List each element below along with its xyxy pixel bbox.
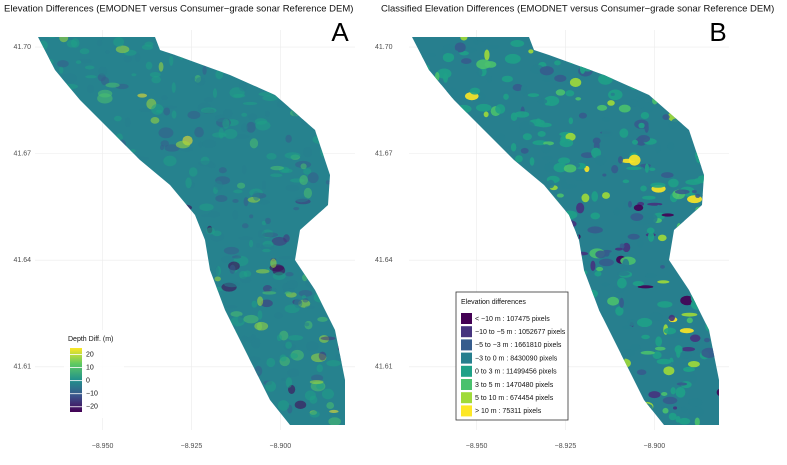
legend-label: −3 to 0 m : 8430090 pixels [475, 355, 558, 362]
panel-title: Classified Elevation Differences (EMODNE… [381, 4, 774, 15]
colorbar-label: 0 [86, 377, 90, 384]
legend-swatch [461, 339, 472, 351]
colorbar-label: −20 [86, 404, 98, 411]
x-tick-label: −8.950 [466, 443, 488, 450]
y-tick-label: 41.70 [375, 44, 393, 51]
x-tick-label: −8.900 [270, 443, 292, 450]
legend-swatch [461, 379, 472, 390]
panel-letter: A [331, 17, 349, 47]
legend-swatch [461, 365, 472, 377]
x-tick-label: −8.900 [644, 443, 666, 450]
x-tick-label: −8.925 [181, 443, 203, 450]
y-tick-label: 41.70 [13, 44, 31, 51]
legend-swatch [461, 313, 472, 324]
panel-b: Classified Elevation Differences (EMODNE… [375, 4, 774, 450]
legend-label: 3 to 5 m : 1470480 pixels [475, 382, 554, 389]
legend-label: < −10 m : 107475 pixels [475, 316, 550, 323]
colorbar-label: 10 [86, 364, 94, 371]
panel-title: Elevation Differences (EMODNET versus Co… [4, 4, 353, 15]
legend-swatch [461, 326, 472, 338]
colorbar [70, 348, 82, 412]
legend-label: −5 to −3 m : 1661810 pixels [475, 342, 562, 349]
y-tick-label: 41.61 [13, 364, 31, 371]
legend-swatch [461, 405, 472, 417]
colorbar-label: 20 [86, 351, 94, 358]
legend-label: > 10 m : 75311 pixels [475, 408, 542, 415]
estuary-map [412, 37, 719, 425]
panel-letter: B [709, 17, 726, 47]
legend-swatch [461, 392, 472, 404]
colorbar-legend: Depth Diff. (m) 20 10 0 −10 −20 [64, 330, 124, 418]
legend-title: Depth Diff. (m) [68, 336, 113, 343]
legend-label: 5 to 10 m : 674454 pixels [475, 395, 554, 402]
legend-label: 0 to 3 m : 11499456 pixels [475, 369, 557, 376]
y-tick-label: 41.67 [13, 150, 31, 157]
legend-title: Elevation differences [461, 299, 526, 306]
panel-a: Elevation Differences (EMODNET versus Co… [4, 4, 355, 450]
legend: Elevation differences < −10 m : 107475 pi… [455, 291, 569, 421]
y-tick-label: 41.64 [13, 257, 31, 264]
legend-label: −10 to −5 m : 1052677 pixels [475, 329, 566, 336]
y-tick-label: 41.61 [375, 364, 393, 371]
colorbar-label: −10 [86, 391, 98, 398]
x-tick-label: −8.925 [555, 443, 577, 450]
y-tick-label: 41.67 [375, 150, 393, 157]
legend-swatch [461, 352, 472, 364]
y-tick-label: 41.64 [375, 257, 393, 264]
x-tick-label: −8.950 [92, 443, 114, 450]
